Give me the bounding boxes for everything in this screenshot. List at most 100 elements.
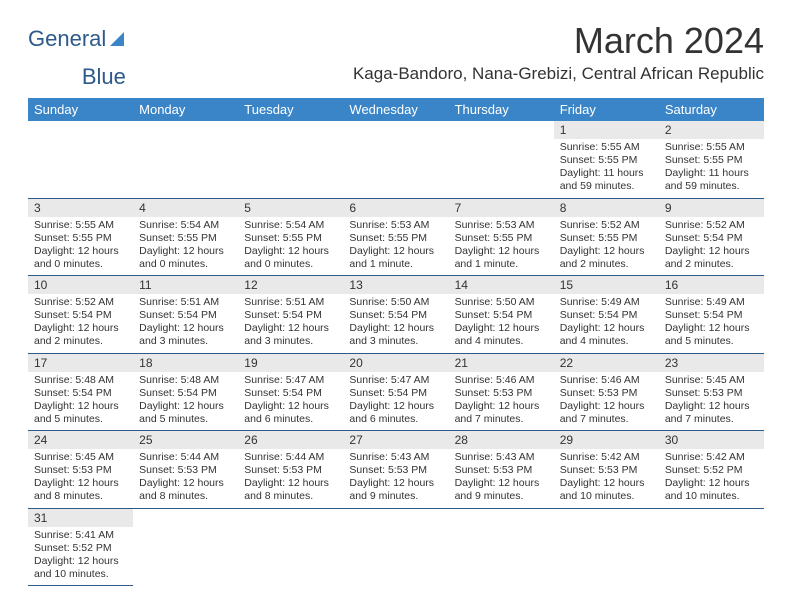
calendar-day: 5Sunrise: 5:54 AMSunset: 5:55 PMDaylight… — [238, 198, 343, 276]
daylight: Daylight: 12 hours and 1 minute. — [349, 245, 442, 271]
daylight: Daylight: 12 hours and 7 minutes. — [560, 400, 653, 426]
calendar-day: 21Sunrise: 5:46 AMSunset: 5:53 PMDayligh… — [449, 353, 554, 431]
day-number: 16 — [659, 276, 764, 294]
sunset: Sunset: 5:54 PM — [244, 387, 337, 400]
weekday-header: Wednesday — [343, 98, 448, 121]
day-details: Sunrise: 5:54 AMSunset: 5:55 PMDaylight:… — [133, 217, 238, 276]
weekday-header: Monday — [133, 98, 238, 121]
sunrise: Sunrise: 5:52 AM — [34, 296, 127, 309]
daylight: Daylight: 12 hours and 6 minutes. — [349, 400, 442, 426]
day-number: 20 — [343, 354, 448, 372]
sunset: Sunset: 5:55 PM — [349, 232, 442, 245]
day-details: Sunrise: 5:52 AMSunset: 5:54 PMDaylight:… — [28, 294, 133, 353]
calendar-day: 4Sunrise: 5:54 AMSunset: 5:55 PMDaylight… — [133, 198, 238, 276]
day-details: Sunrise: 5:43 AMSunset: 5:53 PMDaylight:… — [449, 449, 554, 508]
day-details: Sunrise: 5:41 AMSunset: 5:52 PMDaylight:… — [28, 527, 133, 586]
day-details: Sunrise: 5:45 AMSunset: 5:53 PMDaylight:… — [28, 449, 133, 508]
weekday-header: Thursday — [449, 98, 554, 121]
calendar-day: 26Sunrise: 5:44 AMSunset: 5:53 PMDayligh… — [238, 431, 343, 509]
day-number: 8 — [554, 199, 659, 217]
calendar-day: 13Sunrise: 5:50 AMSunset: 5:54 PMDayligh… — [343, 276, 448, 354]
daylight: Daylight: 12 hours and 0 minutes. — [244, 245, 337, 271]
sunset: Sunset: 5:55 PM — [244, 232, 337, 245]
calendar-day: 30Sunrise: 5:42 AMSunset: 5:52 PMDayligh… — [659, 431, 764, 509]
day-details: Sunrise: 5:50 AMSunset: 5:54 PMDaylight:… — [449, 294, 554, 353]
day-details: Sunrise: 5:44 AMSunset: 5:53 PMDaylight:… — [133, 449, 238, 508]
daylight: Daylight: 12 hours and 5 minutes. — [34, 400, 127, 426]
sunrise: Sunrise: 5:49 AM — [665, 296, 758, 309]
calendar-table: SundayMondayTuesdayWednesdayThursdayFrid… — [28, 98, 764, 586]
calendar-head: SundayMondayTuesdayWednesdayThursdayFrid… — [28, 98, 764, 121]
day-details: Sunrise: 5:51 AMSunset: 5:54 PMDaylight:… — [133, 294, 238, 353]
sunset: Sunset: 5:55 PM — [34, 232, 127, 245]
sunrise: Sunrise: 5:42 AM — [560, 451, 653, 464]
calendar-day: 20Sunrise: 5:47 AMSunset: 5:54 PMDayligh… — [343, 353, 448, 431]
day-number: 7 — [449, 199, 554, 217]
sunset: Sunset: 5:54 PM — [349, 387, 442, 400]
day-details: Sunrise: 5:53 AMSunset: 5:55 PMDaylight:… — [343, 217, 448, 276]
day-number: 9 — [659, 199, 764, 217]
calendar-empty — [659, 508, 764, 586]
sunrise: Sunrise: 5:51 AM — [244, 296, 337, 309]
sunrise: Sunrise: 5:55 AM — [665, 141, 758, 154]
calendar-empty — [554, 508, 659, 586]
daylight: Daylight: 12 hours and 2 minutes. — [560, 245, 653, 271]
day-number: 15 — [554, 276, 659, 294]
calendar-day: 12Sunrise: 5:51 AMSunset: 5:54 PMDayligh… — [238, 276, 343, 354]
sunset: Sunset: 5:53 PM — [560, 387, 653, 400]
day-number: 23 — [659, 354, 764, 372]
calendar-day: 27Sunrise: 5:43 AMSunset: 5:53 PMDayligh… — [343, 431, 448, 509]
sunrise: Sunrise: 5:54 AM — [244, 219, 337, 232]
day-number: 27 — [343, 431, 448, 449]
calendar-day: 14Sunrise: 5:50 AMSunset: 5:54 PMDayligh… — [449, 276, 554, 354]
day-details: Sunrise: 5:52 AMSunset: 5:55 PMDaylight:… — [554, 217, 659, 276]
calendar-day: 23Sunrise: 5:45 AMSunset: 5:53 PMDayligh… — [659, 353, 764, 431]
logo-word2: Blue — [82, 64, 126, 89]
day-number: 19 — [238, 354, 343, 372]
day-details: Sunrise: 5:50 AMSunset: 5:54 PMDaylight:… — [343, 294, 448, 353]
calendar-day: 19Sunrise: 5:47 AMSunset: 5:54 PMDayligh… — [238, 353, 343, 431]
calendar-empty — [343, 508, 448, 586]
calendar-empty — [449, 121, 554, 198]
sunset: Sunset: 5:53 PM — [244, 464, 337, 477]
sunrise: Sunrise: 5:46 AM — [560, 374, 653, 387]
daylight: Daylight: 12 hours and 3 minutes. — [139, 322, 232, 348]
sunset: Sunset: 5:53 PM — [455, 464, 548, 477]
sunset: Sunset: 5:55 PM — [665, 154, 758, 167]
sunrise: Sunrise: 5:41 AM — [34, 529, 127, 542]
sunrise: Sunrise: 5:45 AM — [34, 451, 127, 464]
weekday-header: Sunday — [28, 98, 133, 121]
sunrise: Sunrise: 5:55 AM — [560, 141, 653, 154]
day-details: Sunrise: 5:45 AMSunset: 5:53 PMDaylight:… — [659, 372, 764, 431]
calendar-day: 9Sunrise: 5:52 AMSunset: 5:54 PMDaylight… — [659, 198, 764, 276]
calendar-day: 11Sunrise: 5:51 AMSunset: 5:54 PMDayligh… — [133, 276, 238, 354]
day-details: Sunrise: 5:43 AMSunset: 5:53 PMDaylight:… — [343, 449, 448, 508]
day-details: Sunrise: 5:46 AMSunset: 5:53 PMDaylight:… — [449, 372, 554, 431]
daylight: Daylight: 12 hours and 5 minutes. — [665, 322, 758, 348]
sunrise: Sunrise: 5:50 AM — [349, 296, 442, 309]
sunset: Sunset: 5:54 PM — [244, 309, 337, 322]
calendar-empty — [238, 508, 343, 586]
sunset: Sunset: 5:53 PM — [34, 464, 127, 477]
calendar-day: 1Sunrise: 5:55 AMSunset: 5:55 PMDaylight… — [554, 121, 659, 198]
calendar-empty — [133, 121, 238, 198]
calendar-day: 7Sunrise: 5:53 AMSunset: 5:55 PMDaylight… — [449, 198, 554, 276]
day-details: Sunrise: 5:47 AMSunset: 5:54 PMDaylight:… — [238, 372, 343, 431]
day-number: 4 — [133, 199, 238, 217]
daylight: Daylight: 12 hours and 0 minutes. — [139, 245, 232, 271]
day-details: Sunrise: 5:47 AMSunset: 5:54 PMDaylight:… — [343, 372, 448, 431]
calendar-body: 1Sunrise: 5:55 AMSunset: 5:55 PMDaylight… — [28, 121, 764, 586]
sunrise: Sunrise: 5:53 AM — [349, 219, 442, 232]
calendar-day: 6Sunrise: 5:53 AMSunset: 5:55 PMDaylight… — [343, 198, 448, 276]
day-details: Sunrise: 5:48 AMSunset: 5:54 PMDaylight:… — [28, 372, 133, 431]
sunset: Sunset: 5:53 PM — [665, 387, 758, 400]
sunrise: Sunrise: 5:45 AM — [665, 374, 758, 387]
day-number: 24 — [28, 431, 133, 449]
daylight: Daylight: 11 hours and 59 minutes. — [560, 167, 653, 193]
daylight: Daylight: 12 hours and 3 minutes. — [349, 322, 442, 348]
calendar-day: 28Sunrise: 5:43 AMSunset: 5:53 PMDayligh… — [449, 431, 554, 509]
sunset: Sunset: 5:54 PM — [34, 309, 127, 322]
day-number: 21 — [449, 354, 554, 372]
sunset: Sunset: 5:52 PM — [665, 464, 758, 477]
daylight: Daylight: 12 hours and 4 minutes. — [455, 322, 548, 348]
